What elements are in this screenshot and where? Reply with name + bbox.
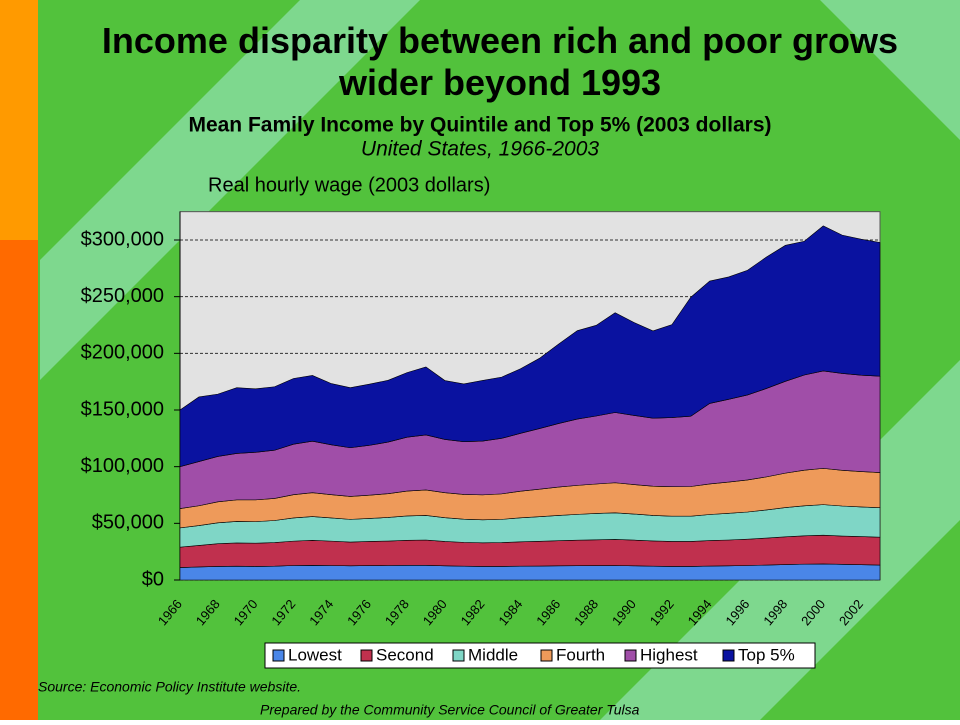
credit: Prepared by the Community Service Counci… [260,702,640,718]
legend-label: Highest [640,645,698,664]
legend-swatch [272,649,285,662]
stripe [0,0,38,240]
y-tick-label: $250,000 [81,285,164,307]
y-tick-label: $150,000 [81,398,164,420]
area [179,225,881,468]
legend-label: Middle [468,645,518,664]
decor [820,0,960,140]
legend-swatch [540,649,553,662]
legend-swatch [722,649,735,662]
axis-label: Real hourly wage (2003 dollars) [208,174,490,196]
y-tick-label: $200,000 [81,342,164,364]
legend-label: Lowest [288,645,342,664]
stripe [0,240,38,720]
decor [40,0,420,380]
title-box: Income disparity between rich and poor g… [101,20,899,103]
legend-swatch [360,649,373,662]
legend-swatch [624,649,637,662]
legend-label: Fourth [556,645,605,664]
subtitle2: United States, 1966-2003 [361,138,599,161]
legend-label: Top 5% [738,645,795,664]
y-tick-label: $300,000 [81,228,164,250]
chart-title: Income disparity between rich and poor g… [101,20,899,103]
y-tick-label: $50,000 [92,512,164,534]
source: Source: Economic Policy Institute websit… [38,679,301,695]
legend-swatch [452,649,465,662]
y-tick-label: $0 [142,568,164,590]
y-tick-label: $100,000 [81,455,164,477]
legend: Lowest Second Middle Fourth Highest Top 5% [264,642,816,669]
legend-label: Second [376,645,434,664]
subtitle: Mean Family Income by Quintile and Top 5… [188,114,771,137]
